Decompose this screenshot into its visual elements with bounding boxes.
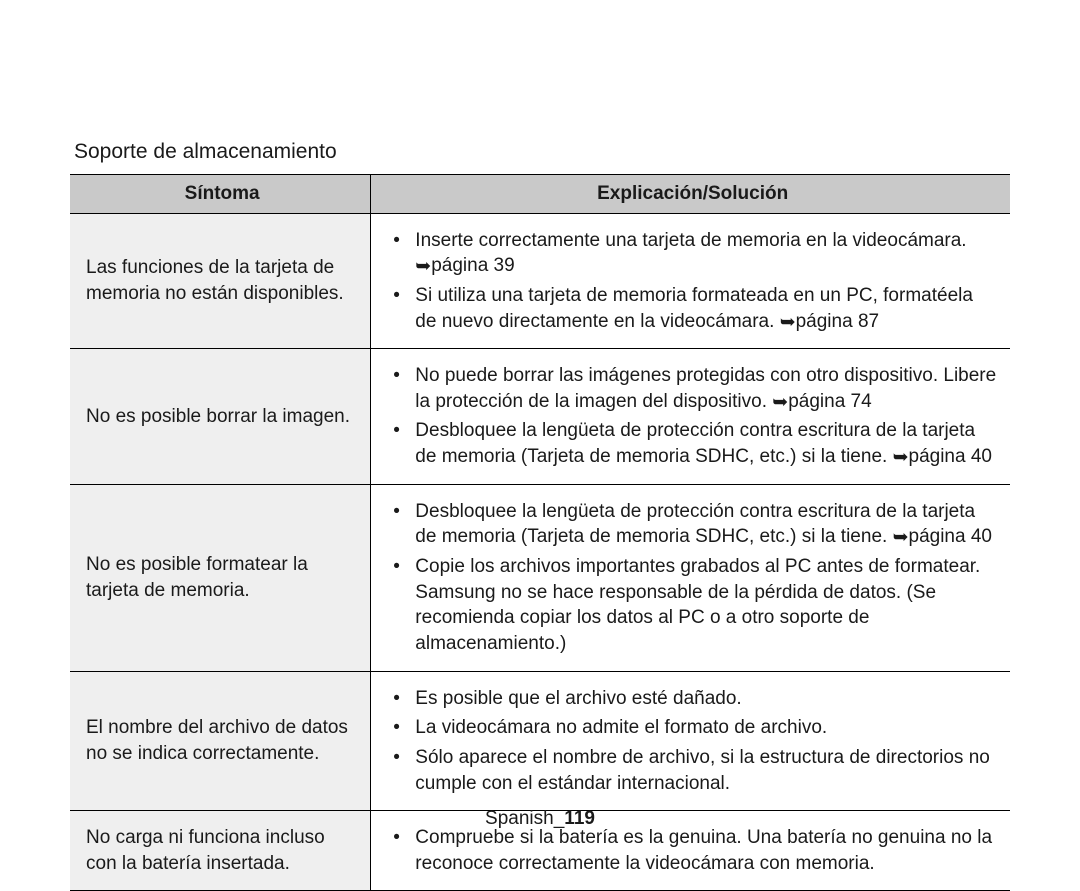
solution-text: La videocámara no admite el formato de a…: [415, 717, 827, 738]
solution-item: Copie los archivos importantes grabados …: [409, 554, 998, 657]
solution-item: Inserte correctamente una tarjeta de mem…: [409, 228, 998, 279]
solution-text: Inserte correctamente una tarjeta de mem…: [415, 230, 966, 251]
solution-list: No puede borrar las imágenes protegidas …: [387, 363, 998, 470]
solution-cell: Desbloquee la lengüeta de protección con…: [371, 484, 1010, 671]
table-row: No es posible borrar la imagen. No puede …: [70, 349, 1010, 485]
page-ref: página 40: [909, 446, 992, 467]
solution-item: No puede borrar las imágenes protegidas …: [409, 363, 998, 414]
solution-text: Si utiliza una tarjeta de memoria format…: [415, 285, 973, 332]
footer-sep: _: [554, 808, 565, 829]
section-title: Soporte de almacenamiento: [74, 140, 1010, 164]
solution-text: Es posible que el archivo esté dañado.: [415, 688, 741, 709]
table-row: El nombre del archivo de datos no se ind…: [70, 671, 1010, 811]
page-ref-icon: ➥: [780, 310, 796, 336]
solution-list: Es posible que el archivo esté dañado. La…: [387, 686, 998, 797]
solution-item: Desbloquee la lengüeta de protección con…: [409, 418, 998, 469]
col-header-symptom: Síntoma: [70, 175, 371, 214]
solution-text: No puede borrar las imágenes protegidas …: [415, 365, 996, 412]
page-footer: Spanish_119: [0, 808, 1080, 830]
troubleshooting-table: Síntoma Explicación/Solución Las funcion…: [70, 174, 1010, 891]
page-ref: página 74: [788, 391, 871, 412]
symptom-cell: El nombre del archivo de datos no se ind…: [70, 671, 371, 811]
solution-item: Es posible que el archivo esté dañado.: [409, 686, 998, 712]
col-header-solution: Explicación/Solución: [371, 175, 1010, 214]
page-ref-icon: ➥: [772, 390, 788, 416]
footer-lang: Spanish: [485, 808, 554, 829]
solution-item: La videocámara no admite el formato de a…: [409, 715, 998, 741]
solution-list: Inserte correctamente una tarjeta de mem…: [387, 228, 998, 335]
solution-list: Compruebe si la batería es la genuina. U…: [387, 825, 998, 876]
table-row: Las funciones de la tarjeta de memoria n…: [70, 213, 1010, 349]
solution-cell: Inserte correctamente una tarjeta de mem…: [371, 213, 1010, 349]
symptom-cell: Las funciones de la tarjeta de memoria n…: [70, 213, 371, 349]
symptom-cell: No es posible borrar la imagen.: [70, 349, 371, 485]
solution-item: Desbloquee la lengüeta de protección con…: [409, 499, 998, 550]
footer-page-number: 119: [564, 808, 595, 829]
solution-cell: Es posible que el archivo esté dañado. La…: [371, 671, 1010, 811]
solution-text: Copie los archivos importantes grabados …: [415, 556, 980, 654]
page-ref: página 39: [431, 255, 514, 276]
solution-text: Compruebe si la batería es la genuina. U…: [415, 827, 992, 874]
page-ref-icon: ➥: [893, 525, 909, 551]
symptom-cell: No es posible formatear la tarjeta de me…: [70, 484, 371, 671]
table-row: No es posible formatear la tarjeta de me…: [70, 484, 1010, 671]
solution-text: Desbloquee la lengüeta de protección con…: [415, 420, 975, 467]
page-ref: página 40: [909, 526, 992, 547]
solution-text: Desbloquee la lengüeta de protección con…: [415, 501, 975, 548]
page-ref-icon: ➥: [893, 445, 909, 471]
solution-item: Compruebe si la batería es la genuina. U…: [409, 825, 998, 876]
page-ref: página 87: [796, 311, 879, 332]
table-header-row: Síntoma Explicación/Solución: [70, 175, 1010, 214]
solution-cell: No puede borrar las imágenes protegidas …: [371, 349, 1010, 485]
solution-list: Desbloquee la lengüeta de protección con…: [387, 499, 998, 657]
solution-item: Sólo aparece el nombre de archivo, si la…: [409, 745, 998, 796]
solution-item: Si utiliza una tarjeta de memoria format…: [409, 283, 998, 334]
manual-page: Soporte de almacenamiento Síntoma Explic…: [0, 0, 1080, 868]
page-ref-icon: ➥: [415, 254, 431, 280]
solution-text: Sólo aparece el nombre de archivo, si la…: [415, 747, 990, 794]
